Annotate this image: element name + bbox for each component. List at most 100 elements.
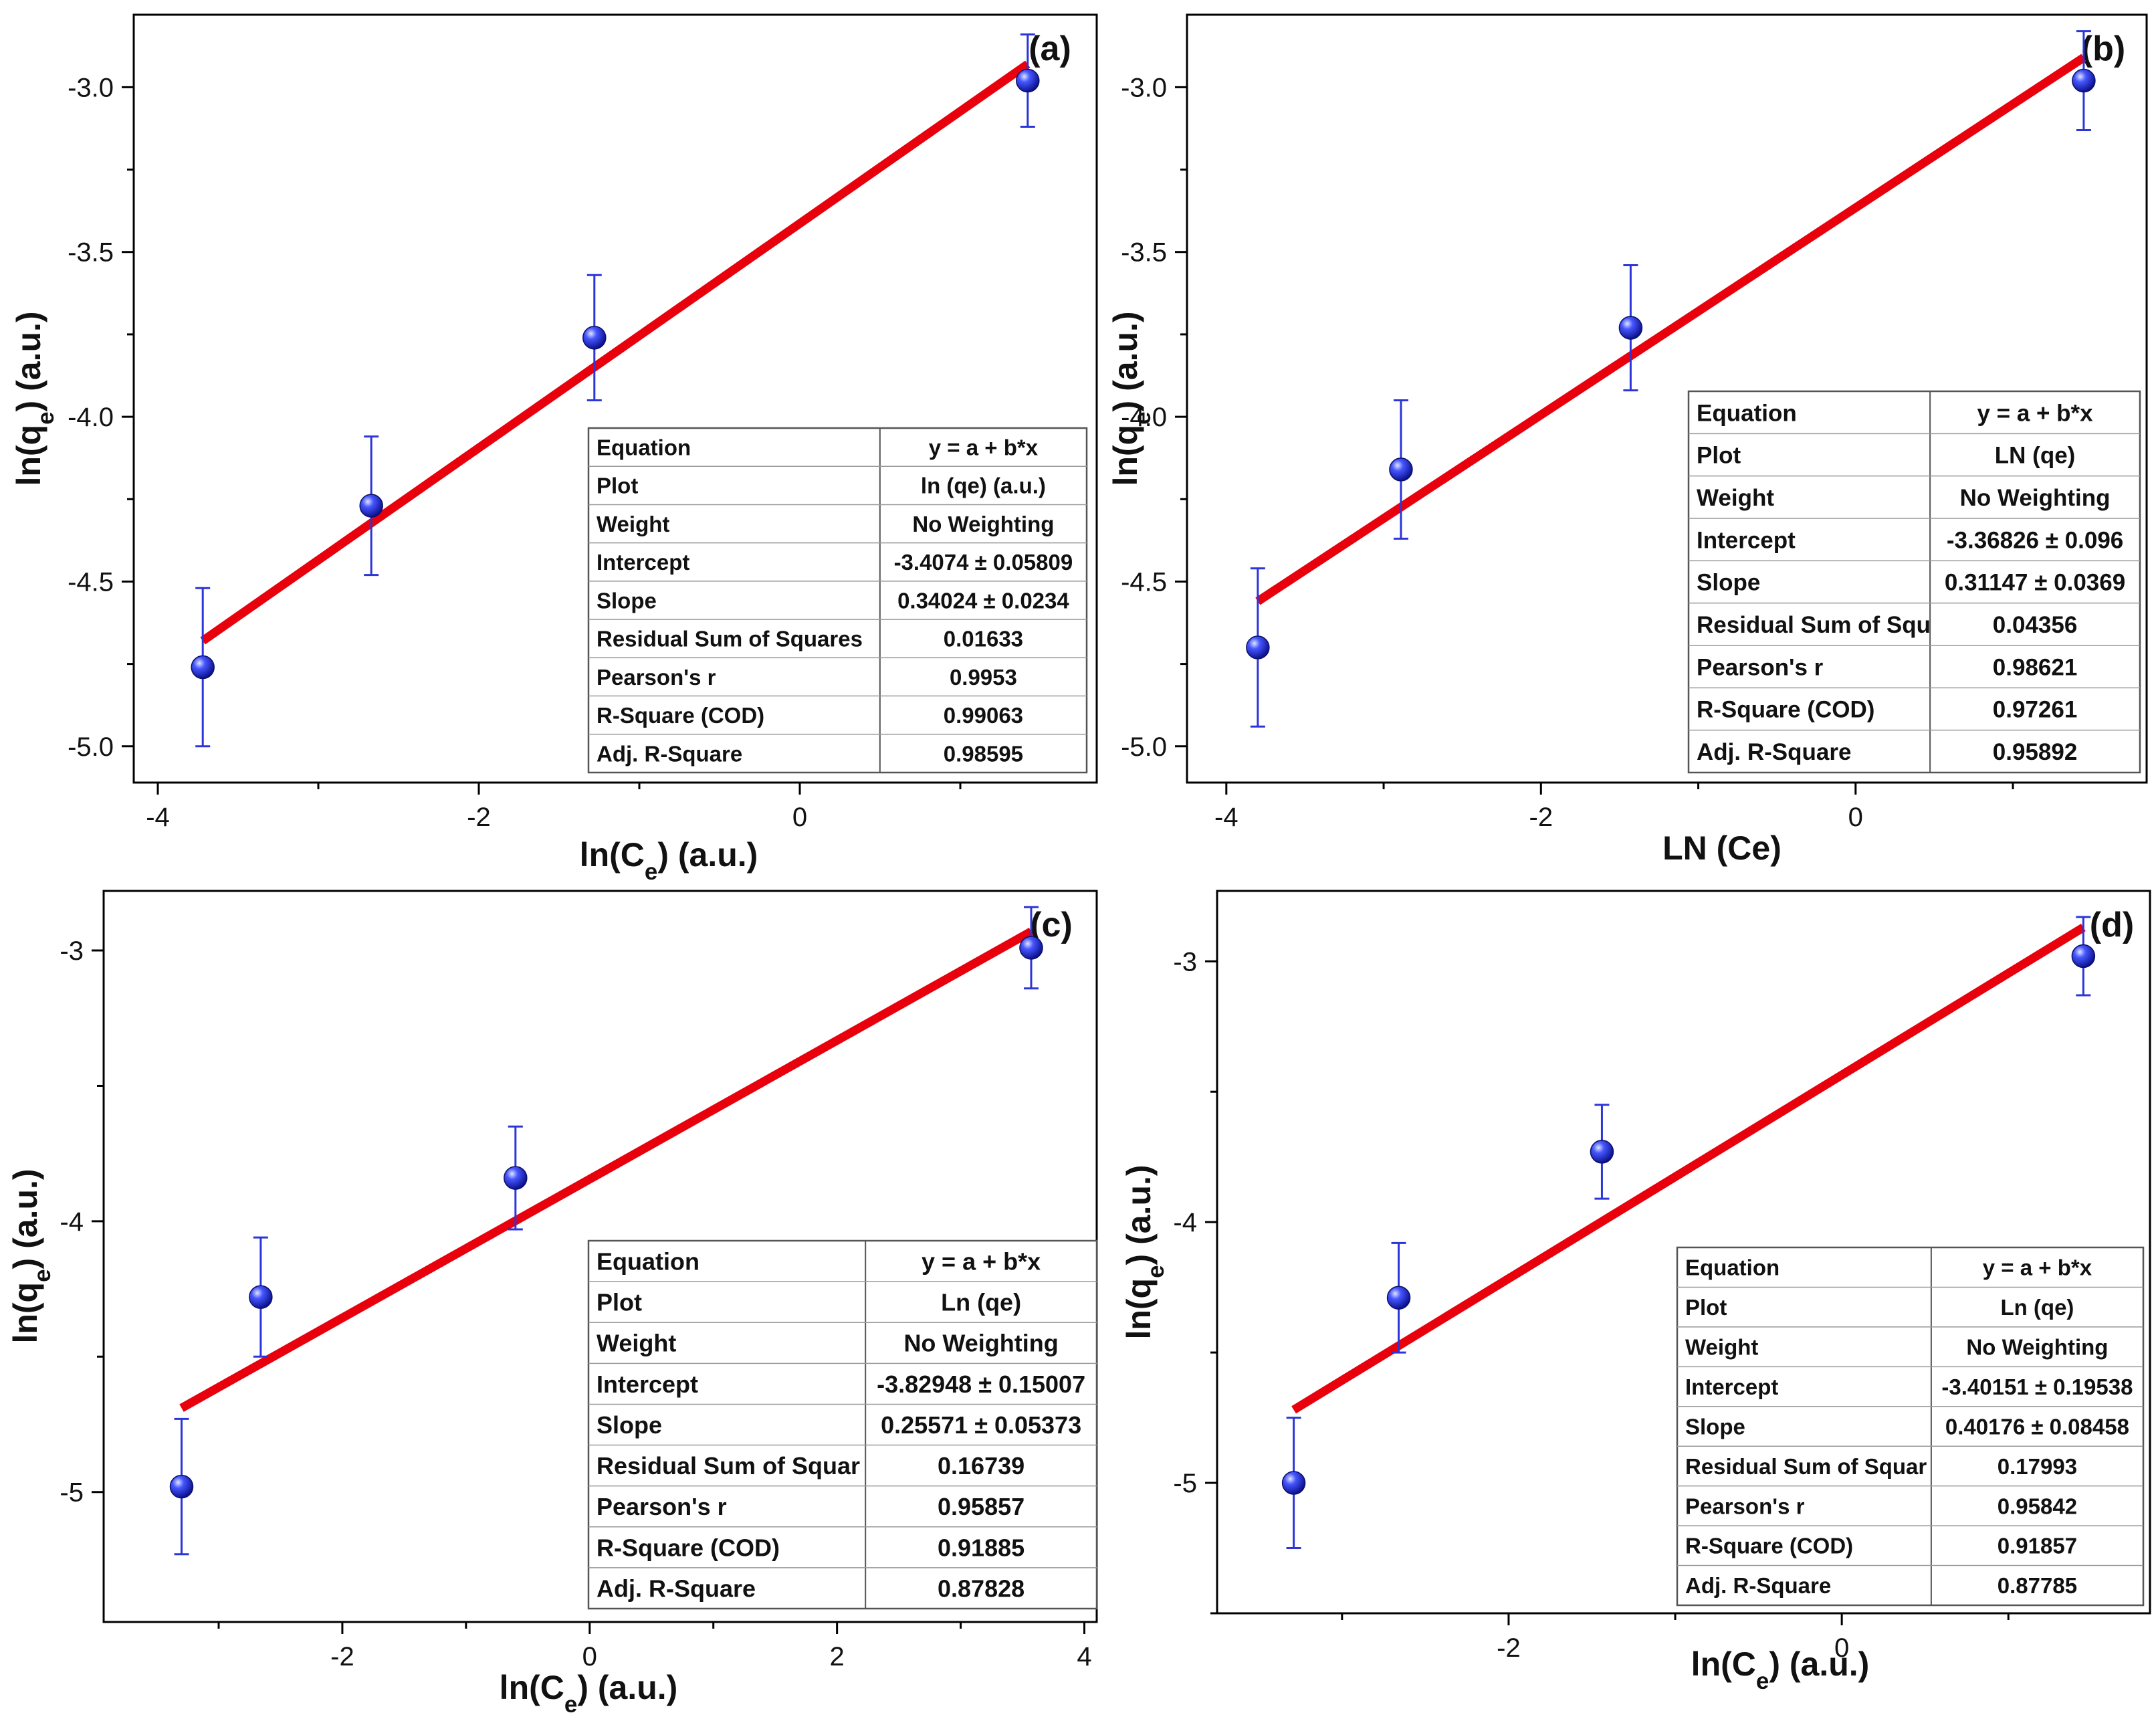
x-axis-title: ln(Ce) (a.u.) — [1691, 1645, 1870, 1694]
table-cell-name: Slope — [597, 588, 657, 613]
table-cell-name: Plot — [1697, 443, 1741, 469]
x-axis-title: ln(Ce) (a.u.) — [500, 1669, 678, 1718]
plot-frame — [132, 13, 1098, 784]
data-point — [1281, 1471, 1306, 1495]
data-point — [1386, 1286, 1411, 1310]
x-tick-label: -4 — [146, 803, 170, 832]
x-tick-label: -4 — [1214, 803, 1238, 832]
x-tick-label: -2 — [1529, 803, 1553, 832]
data-point — [2071, 944, 2096, 969]
y-axis-title: ln(qe) (a.u.) — [1120, 1164, 1169, 1339]
table-cell-name: Weight — [597, 512, 669, 536]
data-point — [191, 655, 215, 680]
table-cell-value: Ln (qe) — [941, 1289, 1021, 1316]
table-cell-name: R-Square (COD) — [597, 703, 764, 728]
table-cell-name: Residual Sum of Squ — [1697, 612, 1931, 638]
x-axis-title: LN (Ce) — [1662, 829, 1782, 867]
stats-table: Equation y = a + b*x Plot ln (qe) (a.u.) Wei… — [587, 427, 1088, 774]
table-cell-name: Pearson's r — [597, 1493, 727, 1520]
panel-label: (b) — [2081, 29, 2125, 68]
data-point — [1246, 635, 1270, 659]
table-cell-name: Adj. R-Square — [597, 1574, 756, 1602]
table-cell-value: 0.97261 — [1993, 697, 2078, 723]
table-frame — [1687, 390, 2141, 774]
table-cell-value: 0.40176 ± 0.08458 — [1945, 1414, 2129, 1439]
table-cell-name: Residual Sum of Squares — [597, 627, 863, 651]
y-tick-label: -3 — [1173, 947, 1197, 977]
table-cell-name: Slope — [597, 1411, 662, 1439]
fit-line — [179, 928, 1034, 1412]
table-cell-value: y = a + b*x — [922, 1248, 1041, 1276]
panel-label: (a) — [1029, 29, 1071, 68]
table-cell-value: -3.4074 ± 0.05809 — [894, 550, 1073, 575]
table-cell-value: -3.40151 ± 0.19538 — [1941, 1375, 2133, 1399]
data-point — [169, 1474, 194, 1499]
data-point — [1389, 457, 1413, 482]
table-cell-value: -3.82948 ± 0.15007 — [877, 1370, 1085, 1398]
data-point — [1016, 68, 1040, 93]
table-cell-name: Adj. R-Square — [1697, 739, 1851, 765]
data-point — [1618, 316, 1643, 340]
y-tick-label: -5.0 — [1121, 732, 1167, 762]
fit-line — [1291, 924, 2086, 1414]
table-cell-name: Intercept — [1685, 1375, 1778, 1399]
table-cell-value: 0.95842 — [1998, 1494, 2077, 1518]
table-cell-name: Intercept — [1697, 527, 1796, 553]
table-cell-value: 0.25571 ± 0.05373 — [881, 1411, 1081, 1439]
table-cell-name: Adj. R-Square — [1685, 1573, 1831, 1598]
x-tick-label: -2 — [330, 1642, 354, 1671]
table-cell-name: Plot — [597, 1289, 642, 1316]
table-cell-value: 0.9953 — [950, 665, 1017, 690]
y-tick-label: -3.0 — [1121, 73, 1167, 102]
data-point — [2072, 68, 2096, 93]
table-cell-value: 0.34024 ± 0.0234 — [897, 588, 1069, 613]
table-cell-value: y = a + b*x — [929, 435, 1039, 460]
table-cell-value: y = a + b*x — [1983, 1255, 2092, 1280]
chart-panel-b: -4 -2 0 -5.0 -4.5 -4.0 -3.5 -3.0 LN (Ce) ln(qe) (… — [1107, 13, 2148, 867]
y-tick-label: -3.5 — [68, 238, 114, 268]
table-cell-name: Equation — [1697, 400, 1797, 426]
y-tick-label: -4.5 — [68, 567, 114, 597]
table-cell-name: Pearson's r — [597, 665, 716, 690]
y-tick-label: -5 — [60, 1478, 84, 1508]
table-cell-name: Slope — [1685, 1414, 1745, 1439]
table-cell-name: R-Square (COD) — [597, 1534, 780, 1561]
x-tick-label: 0 — [582, 1642, 597, 1671]
table-cell-value: 0.16739 — [938, 1452, 1025, 1480]
table-cell-value: No Weighting — [1960, 485, 2111, 511]
x-tick-label: 0 — [792, 803, 807, 832]
table-frame — [587, 1239, 1098, 1610]
table-cell-name: Pearson's r — [1685, 1494, 1805, 1518]
table-cell-value: 0.31147 ± 0.0369 — [1945, 570, 2125, 596]
y-tick-label: -3.0 — [68, 73, 114, 102]
table-cell-name: Plot — [1685, 1295, 1727, 1320]
x-tick-label: -2 — [467, 803, 491, 832]
table-cell-name: Equation — [1685, 1255, 1780, 1280]
table-cell-name: Adj. R-Square — [597, 741, 742, 766]
table-cell-value: 0.01633 — [944, 627, 1023, 651]
table-cell-name: Weight — [597, 1330, 676, 1357]
x-tick-label: -2 — [1497, 1633, 1521, 1663]
table-cell-name: R-Square (COD) — [1697, 697, 1874, 723]
table-cell-value: No Weighting — [912, 512, 1054, 536]
stats-table: Equation y = a + b*x Plot LN (qe) Weight No W… — [1687, 390, 2141, 774]
fit-line — [200, 60, 1031, 645]
panel-label: (d) — [2090, 906, 2134, 944]
table-cell-value: 0.95892 — [1993, 739, 2078, 765]
table-cell-name: Equation — [597, 1248, 699, 1276]
data-point — [1019, 936, 1043, 960]
x-tick-label: 0 — [1848, 803, 1863, 832]
y-tick-label: -4.0 — [68, 403, 114, 432]
x-tick-label: 2 — [830, 1642, 845, 1671]
plot-frame — [1216, 890, 2151, 1615]
data-point — [359, 494, 383, 518]
table-cell-value: No Weighting — [1966, 1334, 2108, 1359]
table-cell-name: Weight — [1685, 1334, 1758, 1359]
data-point — [582, 326, 607, 350]
table-cell-value: 0.91857 — [1998, 1534, 2077, 1558]
chart-panel-a: -4 -2 0 -5.0 -4.5 -4.0 -3.5 -3.0 ln(Ce) (a.u.) ln… — [10, 13, 1098, 885]
y-tick-label: -4 — [60, 1207, 84, 1237]
table-cell-name: Slope — [1697, 570, 1760, 596]
table-cell-value: y = a + b*x — [1977, 400, 2093, 426]
